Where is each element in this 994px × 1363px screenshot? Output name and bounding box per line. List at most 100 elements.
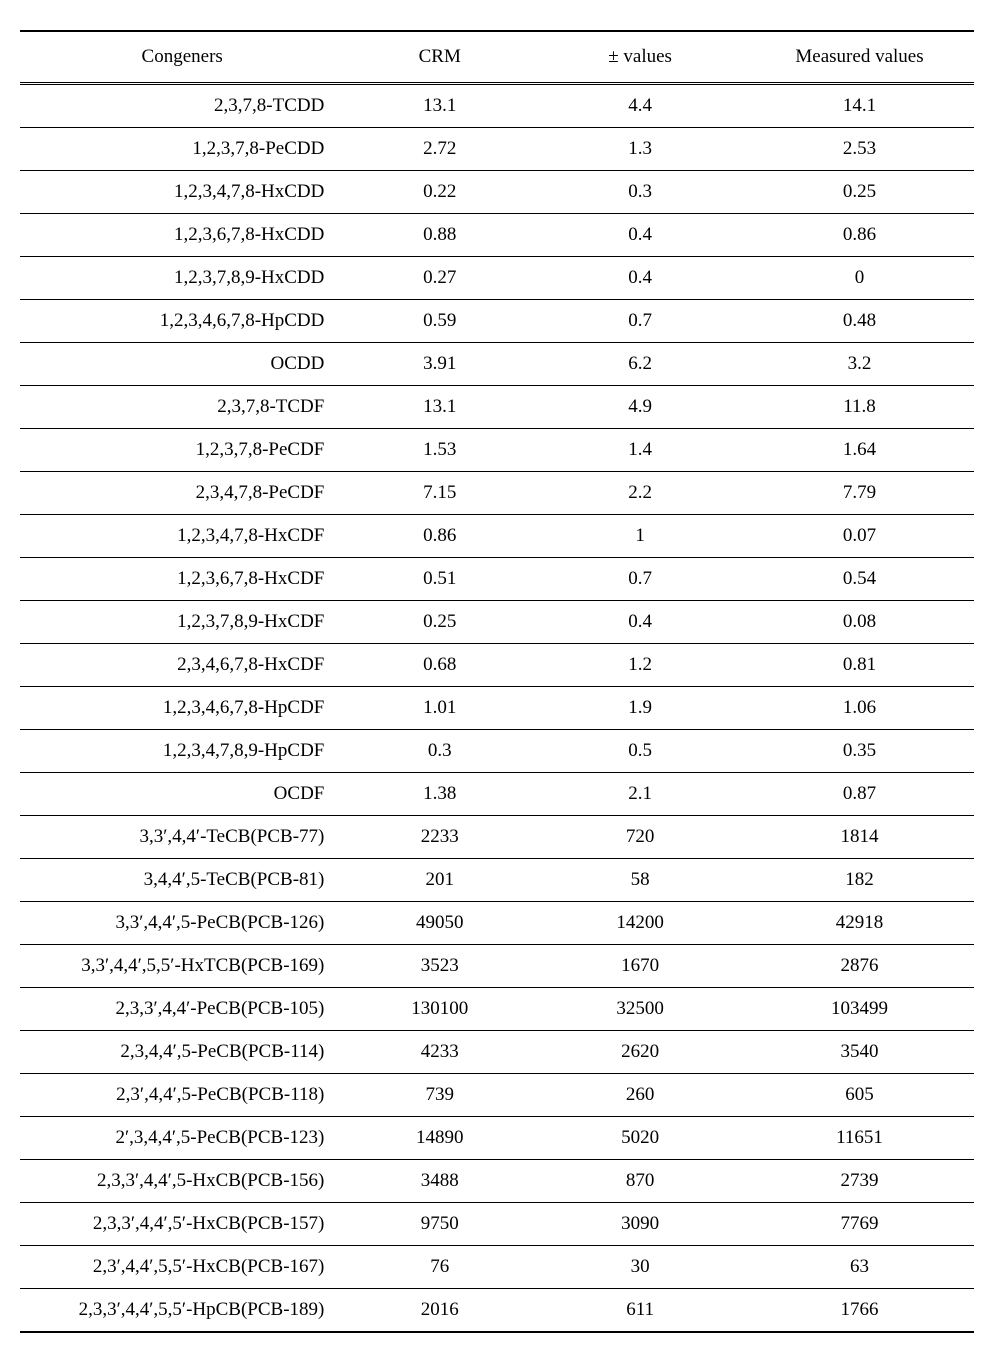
cell-pm: 32500: [535, 988, 745, 1031]
cell-measured: 1.06: [745, 687, 974, 730]
cell-measured: 103499: [745, 988, 974, 1031]
cell-pm: 1.3: [535, 128, 745, 171]
cell-crm: 0.27: [344, 257, 535, 300]
cell-congener: 2,3,3′,4,4′,5,5′-HpCB(PCB-189): [20, 1289, 344, 1333]
table-row: 2,3′,4,4′,5-PeCB(PCB-118)739260605: [20, 1074, 974, 1117]
cell-crm: 13.1: [344, 84, 535, 128]
table-row: OCDD3.916.23.2: [20, 343, 974, 386]
cell-pm: 1670: [535, 945, 745, 988]
cell-pm: 4.9: [535, 386, 745, 429]
cell-pm: 870: [535, 1160, 745, 1203]
cell-crm: 0.3: [344, 730, 535, 773]
cell-congener: 1,2,3,7,8-PeCDD: [20, 128, 344, 171]
cell-crm: 2.72: [344, 128, 535, 171]
cell-congener: 2,3,3′,4,4′,5-HxCB(PCB-156): [20, 1160, 344, 1203]
cell-measured: 3.2: [745, 343, 974, 386]
table-row: 2,3,3′,4,4′,5-HxCB(PCB-156)34888702739: [20, 1160, 974, 1203]
cell-pm: 720: [535, 816, 745, 859]
cell-measured: 0: [745, 257, 974, 300]
cell-pm: 0.7: [535, 300, 745, 343]
cell-crm: 1.53: [344, 429, 535, 472]
table-row: 1,2,3,7,8,9-HxCDF0.250.40.08: [20, 601, 974, 644]
header-congeners: Congeners: [20, 31, 344, 84]
cell-crm: 13.1: [344, 386, 535, 429]
cell-crm: 0.86: [344, 515, 535, 558]
table-row: 1,2,3,4,7,8-HxCDF0.8610.07: [20, 515, 974, 558]
table-row: 2,3′,4,4′,5,5′-HxCB(PCB-167)763063: [20, 1246, 974, 1289]
cell-congener: 3,4,4′,5-TeCB(PCB-81): [20, 859, 344, 902]
cell-measured: 2.53: [745, 128, 974, 171]
cell-congener: 2′,3,4,4′,5-PeCB(PCB-123): [20, 1117, 344, 1160]
table-row: 3,3′,4,4′,5,5′-HxTCB(PCB-169)35231670287…: [20, 945, 974, 988]
cell-crm: 0.25: [344, 601, 535, 644]
table-row: 1,2,3,7,8,9-HxCDD0.270.40: [20, 257, 974, 300]
cell-crm: 9750: [344, 1203, 535, 1246]
table-header: Congeners CRM ± values Measured values: [20, 31, 974, 84]
cell-pm: 30: [535, 1246, 745, 1289]
table-row: 2,3,3′,4,4′,5,5′-HpCB(PCB-189)2016611176…: [20, 1289, 974, 1333]
table-row: 1,2,3,4,6,7,8-HpCDF1.011.91.06: [20, 687, 974, 730]
cell-measured: 0.48: [745, 300, 974, 343]
cell-congener: 3,3′,4,4′,5-PeCB(PCB-126): [20, 902, 344, 945]
cell-measured: 1814: [745, 816, 974, 859]
data-table: Congeners CRM ± values Measured values 2…: [20, 30, 974, 1333]
cell-pm: 0.3: [535, 171, 745, 214]
cell-crm: 2016: [344, 1289, 535, 1333]
cell-measured: 63: [745, 1246, 974, 1289]
cell-measured: 0.86: [745, 214, 974, 257]
cell-pm: 2.2: [535, 472, 745, 515]
table-body: 2,3,7,8-TCDD13.14.414.11,2,3,7,8-PeCDD2.…: [20, 84, 974, 1333]
table-row: 1,2,3,4,7,8-HxCDD0.220.30.25: [20, 171, 974, 214]
cell-measured: 1766: [745, 1289, 974, 1333]
table-row: 2,3,3′,4,4′,5′-HxCB(PCB-157)975030907769: [20, 1203, 974, 1246]
cell-congener: 1,2,3,4,7,8-HxCDD: [20, 171, 344, 214]
cell-congener: 1,2,3,6,7,8-HxCDF: [20, 558, 344, 601]
cell-crm: 0.59: [344, 300, 535, 343]
cell-crm: 739: [344, 1074, 535, 1117]
cell-congener: 2,3,4,6,7,8-HxCDF: [20, 644, 344, 687]
cell-pm: 2620: [535, 1031, 745, 1074]
table-row: 1,2,3,7,8-PeCDF1.531.41.64: [20, 429, 974, 472]
cell-congener: 1,2,3,4,7,8-HxCDF: [20, 515, 344, 558]
cell-measured: 605: [745, 1074, 974, 1117]
cell-congener: 1,2,3,4,7,8,9-HpCDF: [20, 730, 344, 773]
cell-congener: OCDF: [20, 773, 344, 816]
cell-measured: 2739: [745, 1160, 974, 1203]
cell-congener: 2,3,4,7,8-PeCDF: [20, 472, 344, 515]
cell-crm: 49050: [344, 902, 535, 945]
cell-crm: 3.91: [344, 343, 535, 386]
header-measured: Measured values: [745, 31, 974, 84]
cell-crm: 76: [344, 1246, 535, 1289]
cell-pm: 6.2: [535, 343, 745, 386]
cell-crm: 1.01: [344, 687, 535, 730]
cell-pm: 58: [535, 859, 745, 902]
cell-measured: 1.64: [745, 429, 974, 472]
cell-congener: 1,2,3,7,8,9-HxCDF: [20, 601, 344, 644]
cell-crm: 3523: [344, 945, 535, 988]
cell-measured: 0.07: [745, 515, 974, 558]
cell-pm: 0.5: [535, 730, 745, 773]
cell-pm: 3090: [535, 1203, 745, 1246]
cell-measured: 14.1: [745, 84, 974, 128]
cell-measured: 7769: [745, 1203, 974, 1246]
cell-measured: 11651: [745, 1117, 974, 1160]
table-row: 1,2,3,4,6,7,8-HpCDD0.590.70.48: [20, 300, 974, 343]
table-row: 3,3′,4,4′-TeCB(PCB-77)22337201814: [20, 816, 974, 859]
cell-congener: 2,3,3′,4,4′,5′-HxCB(PCB-157): [20, 1203, 344, 1246]
cell-congener: 3,3′,4,4′,5,5′-HxTCB(PCB-169): [20, 945, 344, 988]
cell-crm: 14890: [344, 1117, 535, 1160]
cell-crm: 7.15: [344, 472, 535, 515]
cell-congener: 3,3′,4,4′-TeCB(PCB-77): [20, 816, 344, 859]
table-row: 2,3,7,8-TCDD13.14.414.1: [20, 84, 974, 128]
cell-pm: 2.1: [535, 773, 745, 816]
cell-measured: 42918: [745, 902, 974, 945]
table-row: 3,3′,4,4′,5-PeCB(PCB-126)490501420042918: [20, 902, 974, 945]
cell-congener: 2,3,3′,4,4′-PeCB(PCB-105): [20, 988, 344, 1031]
cell-measured: 11.8: [745, 386, 974, 429]
cell-pm: 1.4: [535, 429, 745, 472]
cell-congener: 1,2,3,4,6,7,8-HpCDD: [20, 300, 344, 343]
cell-crm: 2233: [344, 816, 535, 859]
cell-pm: 0.7: [535, 558, 745, 601]
table-row: 2,3,4,4′,5-PeCB(PCB-114)423326203540: [20, 1031, 974, 1074]
cell-congener: 1,2,3,7,8-PeCDF: [20, 429, 344, 472]
